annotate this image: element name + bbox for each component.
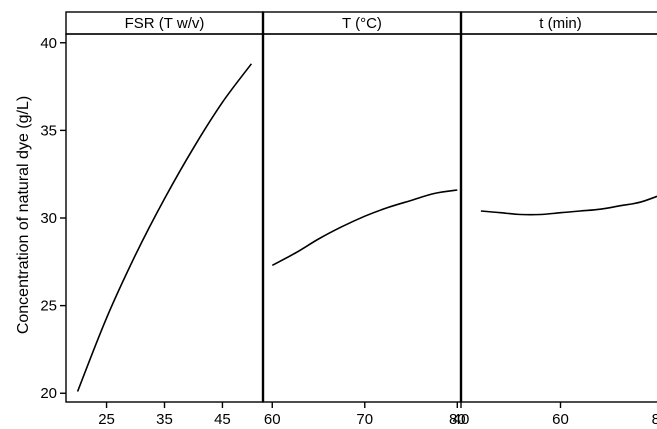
y-tick-label: 25 (40, 298, 57, 315)
series-line (76, 63, 253, 392)
x-tick-label: 70 (356, 411, 373, 428)
x-tick-label: 35 (156, 411, 173, 428)
y-axis-label: Concentration of natural dye (g/L) (15, 96, 32, 334)
y-tick-label: 20 (40, 385, 57, 402)
panel-strip-label: t (min) (539, 15, 582, 32)
panel-strip-label: T (°C) (342, 15, 382, 32)
axes-layer: 20 25 30 35 40 FSR (T w/v) 25 35 45 T (°C) 60 70 80 t… (40, 11, 657, 428)
x-tick-label: 80 (449, 411, 466, 428)
series-line (480, 195, 657, 216)
x-tick-label: 45 (214, 411, 231, 428)
panel-frame (460, 33, 657, 403)
x-tick-label: 40 (453, 411, 470, 428)
x-tick-label: 25 (98, 411, 115, 428)
x-tick-label: 60 (552, 411, 569, 428)
series-line (271, 189, 458, 267)
y-tick-label: 30 (40, 210, 57, 227)
y-tick-label: 35 (40, 122, 57, 139)
y-tick-label: 40 (40, 35, 57, 52)
x-tick-label: 80 (652, 411, 657, 428)
x-tick-label: 60 (264, 411, 281, 428)
panel-strip-label: FSR (T w/v) (125, 15, 205, 32)
